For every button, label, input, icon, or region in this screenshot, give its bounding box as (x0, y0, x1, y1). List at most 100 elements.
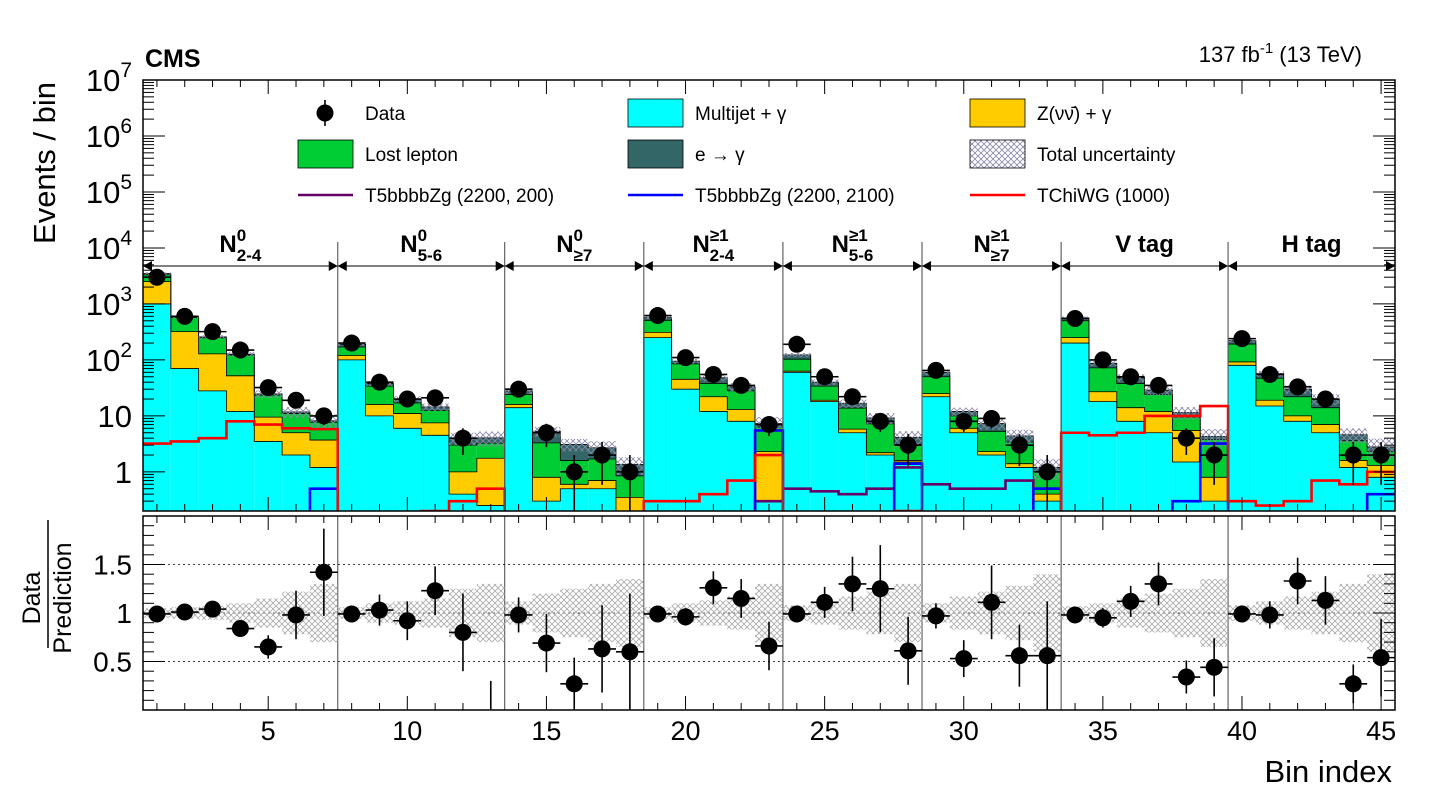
lostlep-bar (977, 431, 1006, 452)
data-point (537, 424, 555, 442)
ratio-uncertainty-box (476, 583, 505, 643)
data-point (816, 368, 834, 386)
region-label: N≥1 2-4 (692, 226, 734, 265)
ratio-point (1150, 575, 1168, 593)
data-point (1344, 446, 1362, 464)
uncertainty-box (421, 403, 450, 411)
region-arrowhead-right (773, 261, 783, 271)
data-point (983, 409, 1001, 427)
region-arrowhead-left (782, 261, 792, 271)
znn-bar (782, 371, 811, 373)
region-arrowhead-left (922, 261, 932, 271)
data-point (510, 380, 528, 398)
ratio-title-denominator: Prediction (49, 542, 77, 653)
data-point (398, 390, 416, 408)
ratio-uncertainty-box (1172, 588, 1201, 638)
legend-label-lostlep: Lost lepton (365, 145, 458, 166)
x-tick-label: 30 (949, 716, 979, 746)
znn-bar (1255, 400, 1284, 407)
multijet-bar (1061, 343, 1089, 511)
multijet-bar (337, 359, 366, 511)
signal-curves (143, 404, 1395, 511)
lostlep-bar (393, 402, 422, 414)
uncertainty-box (282, 407, 310, 418)
multijet-bar (588, 488, 616, 511)
region-arrowhead-left (504, 261, 514, 271)
multijet-bar (198, 390, 227, 511)
znn-bar (810, 400, 839, 402)
legend-label-znn: Z(νν̄) + γ (1037, 104, 1112, 125)
data-point (370, 373, 388, 391)
ratio-point (955, 650, 973, 668)
znn-bar (532, 477, 561, 502)
y-tick-label: 102 (86, 339, 132, 378)
data-point (259, 379, 277, 397)
data-point (843, 388, 861, 406)
region-label-sub: 5-6 (418, 246, 443, 265)
uncertainty-box (1172, 407, 1201, 420)
multijet-bar (699, 411, 728, 511)
y-tick-label: 10 (98, 399, 132, 434)
ratio-point (537, 634, 555, 652)
data-point (1066, 309, 1084, 327)
region-label-main: N (219, 231, 236, 258)
efake-bar (782, 354, 811, 360)
legend-swatch-lostlep (297, 139, 354, 169)
data-point (148, 268, 166, 286)
znn-bar (1061, 337, 1089, 344)
data-point (1233, 330, 1251, 348)
znn-bar (1311, 424, 1340, 433)
lostlep-bar (671, 363, 700, 380)
legend-label-sig2: T5bbbbZg (2200, 2100) (695, 186, 895, 207)
x-axis-title: Bin index (1264, 754, 1392, 789)
legend-label-sig1: T5bbbbZg (2200, 200) (365, 186, 554, 207)
data-point (1261, 365, 1279, 383)
uncertainty-box (782, 353, 811, 357)
data-point (732, 376, 750, 394)
data-point (1122, 368, 1140, 386)
legend-label-efake: e → γ (695, 145, 745, 166)
y-tick-exp: 7 (120, 59, 132, 82)
lostlep-bar (254, 395, 283, 418)
y-tick-base: 10 (86, 231, 120, 266)
data-point (1289, 378, 1307, 396)
lostlep-bar (782, 359, 811, 372)
multijet-bar (226, 411, 255, 511)
data-point (1150, 376, 1168, 394)
luminosity-label: 137 fb-1 (13 TeV) (1199, 40, 1362, 67)
znn-bar (282, 432, 310, 456)
multijet-bar (170, 368, 199, 511)
region-label: N≥1 5-6 (832, 226, 874, 265)
region-dividers: N0 2-4 N0 5-6 N0 ≥7 N≥1 2-4 N≥1 5-6 N≥1 ≥7 V tag H ta… (143, 226, 1395, 710)
lostlep-bar (1255, 378, 1284, 401)
region-label-sub: 2-4 (237, 246, 262, 265)
data-point (315, 407, 333, 425)
region-arrowhead-right (495, 261, 505, 271)
znn-bar (755, 451, 783, 502)
ratio-point (148, 605, 166, 623)
data-point (1372, 446, 1390, 464)
lumi-exponent: -1 (1260, 40, 1273, 57)
region-label-sup: ≥1 (849, 226, 868, 245)
lostlep-bar (226, 355, 255, 376)
ratio-point (871, 580, 889, 598)
y-tick-label: 107 (86, 59, 132, 98)
ratio-point (927, 607, 945, 625)
ratio-point (1066, 606, 1084, 624)
experiment-label: CMS (145, 45, 201, 73)
znn-bar (1200, 477, 1229, 502)
lostlep-bar (1311, 407, 1340, 425)
legend-label-data: Data (365, 104, 406, 125)
lostlep-bar (504, 394, 533, 405)
data-point (231, 341, 249, 359)
znn-bar (421, 422, 450, 436)
ratio-y-tick-label: 0.5 (93, 647, 132, 678)
multijet-bar (1228, 365, 1256, 511)
ratio-y-tick-label: 1 (116, 598, 132, 629)
y-tick-exp: 4 (120, 227, 132, 250)
multijet-bar (282, 455, 310, 511)
legend-swatch-multijet (627, 98, 684, 128)
znn-bar (393, 413, 422, 429)
axes: 5 10 15 20 25 30 35 40 451101021031041051061070.… (86, 59, 1396, 746)
multijet-bar (810, 401, 839, 511)
